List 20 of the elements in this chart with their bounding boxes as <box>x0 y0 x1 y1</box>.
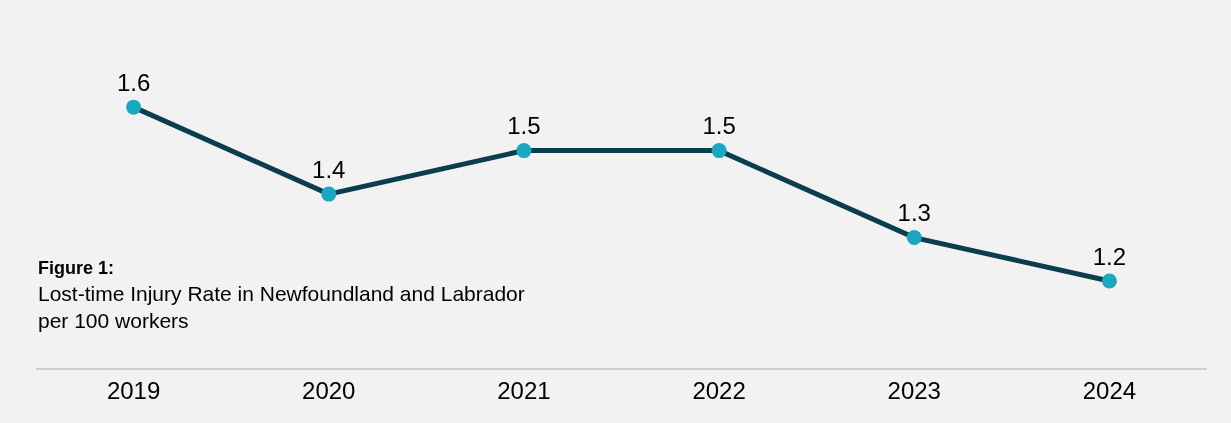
x-tick-label: 2023 <box>887 376 941 404</box>
x-tick-label: 2021 <box>497 376 551 404</box>
x-tick-label: 2020 <box>302 376 356 404</box>
point <box>321 186 337 202</box>
data-label: 1.5 <box>702 112 736 140</box>
point <box>516 143 532 159</box>
data-label: 1.4 <box>312 155 346 183</box>
x-tick-label: 2022 <box>692 376 746 404</box>
text: Lost-time Injury Rate in Newfoundland and Labrador per 100 workers <box>38 282 525 333</box>
text: Figure 1: <box>38 258 115 278</box>
point <box>711 143 727 159</box>
point <box>126 99 142 115</box>
data-label: 1.3 <box>897 199 931 227</box>
point <box>906 230 922 246</box>
data-label: 1.5 <box>507 112 541 140</box>
data-label: 1.2 <box>1092 242 1127 270</box>
x-tick-label: 2019 <box>106 376 161 404</box>
data-label: 1.6 <box>116 68 151 96</box>
point <box>1101 273 1117 289</box>
x-tick-label: 2024 <box>1082 376 1137 404</box>
